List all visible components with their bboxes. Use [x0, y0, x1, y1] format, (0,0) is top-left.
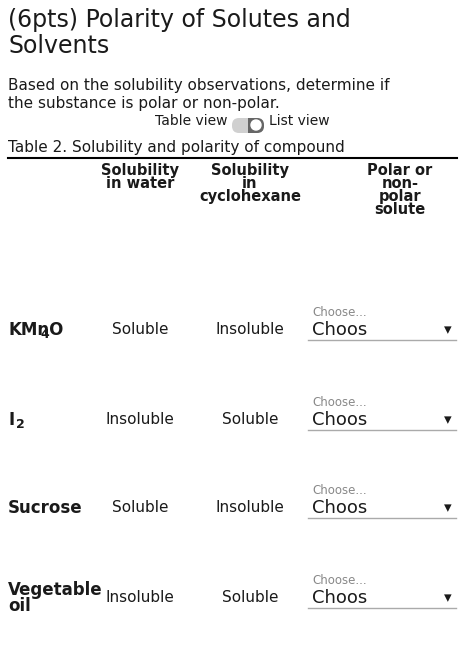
Text: Vegetable: Vegetable [8, 581, 103, 599]
Text: oil: oil [8, 597, 31, 615]
Text: Insoluble: Insoluble [106, 412, 174, 428]
Text: 4: 4 [41, 329, 50, 342]
Text: polar: polar [379, 189, 421, 204]
Text: ▾: ▾ [445, 591, 452, 606]
Circle shape [251, 120, 261, 130]
FancyBboxPatch shape [248, 118, 264, 133]
Text: Sucrose: Sucrose [8, 499, 83, 517]
Text: ▾: ▾ [445, 323, 452, 338]
Text: cyclohexane: cyclohexane [199, 189, 301, 204]
Text: non-: non- [381, 176, 418, 191]
Text: Choos: Choos [312, 589, 367, 607]
Text: Polar or: Polar or [367, 163, 432, 178]
Text: (6pts) Polarity of Solutes and: (6pts) Polarity of Solutes and [8, 8, 351, 32]
Text: Choose...: Choose... [312, 483, 366, 497]
Text: Solubility: Solubility [101, 163, 179, 178]
Text: Insoluble: Insoluble [106, 591, 174, 606]
Text: ▾: ▾ [445, 501, 452, 515]
Text: Table 2. Solubility and polarity of compound: Table 2. Solubility and polarity of comp… [8, 140, 345, 155]
Text: Choos: Choos [312, 321, 367, 339]
Text: Choose...: Choose... [312, 396, 366, 408]
FancyBboxPatch shape [232, 118, 264, 133]
FancyBboxPatch shape [248, 118, 257, 133]
Text: in water: in water [106, 176, 174, 191]
Text: Insoluble: Insoluble [216, 501, 285, 515]
Text: Soluble: Soluble [112, 501, 168, 515]
Text: the substance is polar or non-polar.: the substance is polar or non-polar. [8, 96, 280, 111]
Text: Table view: Table view [155, 114, 228, 128]
Text: Solubility: Solubility [211, 163, 289, 178]
Text: Insoluble: Insoluble [216, 323, 285, 338]
Text: Choos: Choos [312, 499, 367, 517]
Text: Solvents: Solvents [8, 34, 109, 58]
Text: Soluble: Soluble [222, 591, 278, 606]
Text: Soluble: Soluble [222, 412, 278, 428]
Text: Based on the solubility observations, determine if: Based on the solubility observations, de… [8, 78, 390, 93]
Text: I: I [8, 411, 14, 429]
Text: Choose...: Choose... [312, 573, 366, 587]
Text: in: in [242, 176, 258, 191]
Text: Choose...: Choose... [312, 305, 366, 319]
Text: List view: List view [269, 114, 330, 128]
Text: 2: 2 [16, 418, 25, 432]
Text: ▾: ▾ [445, 412, 452, 428]
Text: KMnO: KMnO [8, 321, 63, 339]
Text: Choos: Choos [312, 411, 367, 429]
Text: Soluble: Soluble [112, 323, 168, 338]
Text: solute: solute [374, 202, 425, 217]
